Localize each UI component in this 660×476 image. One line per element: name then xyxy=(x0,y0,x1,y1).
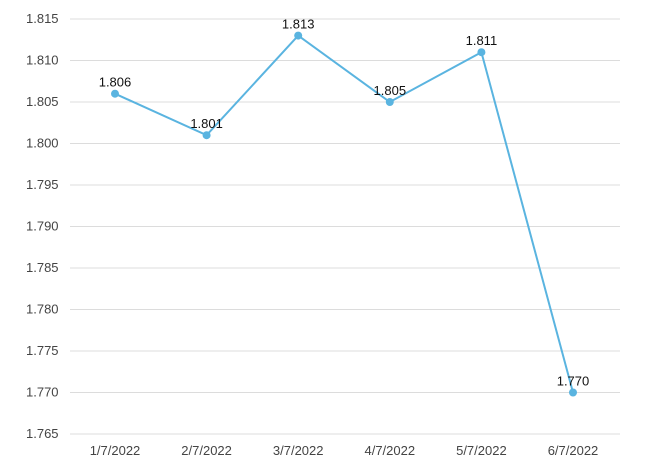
y-tick-label: 1.795 xyxy=(26,177,59,192)
data-label: 1.813 xyxy=(282,17,315,32)
y-tick-label: 1.815 xyxy=(26,11,59,26)
y-tick-label: 1.770 xyxy=(26,385,59,400)
x-tick-label: 3/7/2022 xyxy=(273,443,324,458)
data-points xyxy=(111,31,577,397)
y-tick-label: 1.805 xyxy=(26,94,59,109)
y-tick-label: 1.810 xyxy=(26,53,59,68)
data-point xyxy=(294,31,303,40)
y-axis-ticks: 1.765 1.770 1.775 1.780 1.785 1.790 1.795 1.800… xyxy=(26,11,59,441)
data-point xyxy=(385,98,394,106)
x-tick-label: 5/7/2022 xyxy=(456,443,507,458)
data-labels: 1.806 1.801 1.813 1.805 1.811 1.770 xyxy=(99,17,590,389)
x-tick-label: 1/7/2022 xyxy=(90,443,141,458)
data-label: 1.806 xyxy=(99,75,132,90)
series-line xyxy=(114,34,574,393)
y-tick-label: 1.800 xyxy=(26,136,59,151)
data-label: 1.811 xyxy=(466,33,498,48)
data-point xyxy=(111,89,119,98)
y-tick-label: 1.780 xyxy=(26,302,59,317)
x-axis-ticks: 1/7/2022 2/7/2022 3/7/2022 4/7/2022 5/7/2022… xyxy=(90,443,599,458)
data-label: 1.805 xyxy=(374,83,407,98)
x-tick-label: 6/7/2022 xyxy=(548,443,599,458)
y-tick-label: 1.775 xyxy=(26,343,59,358)
x-tick-label: 4/7/2022 xyxy=(364,443,415,458)
data-point xyxy=(569,388,577,397)
y-tick-label: 1.785 xyxy=(26,260,59,275)
y-tick-label: 1.765 xyxy=(26,426,59,441)
grid-layer xyxy=(70,18,620,435)
data-point xyxy=(202,131,211,140)
data-point xyxy=(477,48,486,57)
y-tick-label: 1.790 xyxy=(26,219,59,234)
x-tick-label: 2/7/2022 xyxy=(181,443,232,458)
data-label: 1.801 xyxy=(190,116,223,131)
data-label: 1.770 xyxy=(557,374,590,389)
